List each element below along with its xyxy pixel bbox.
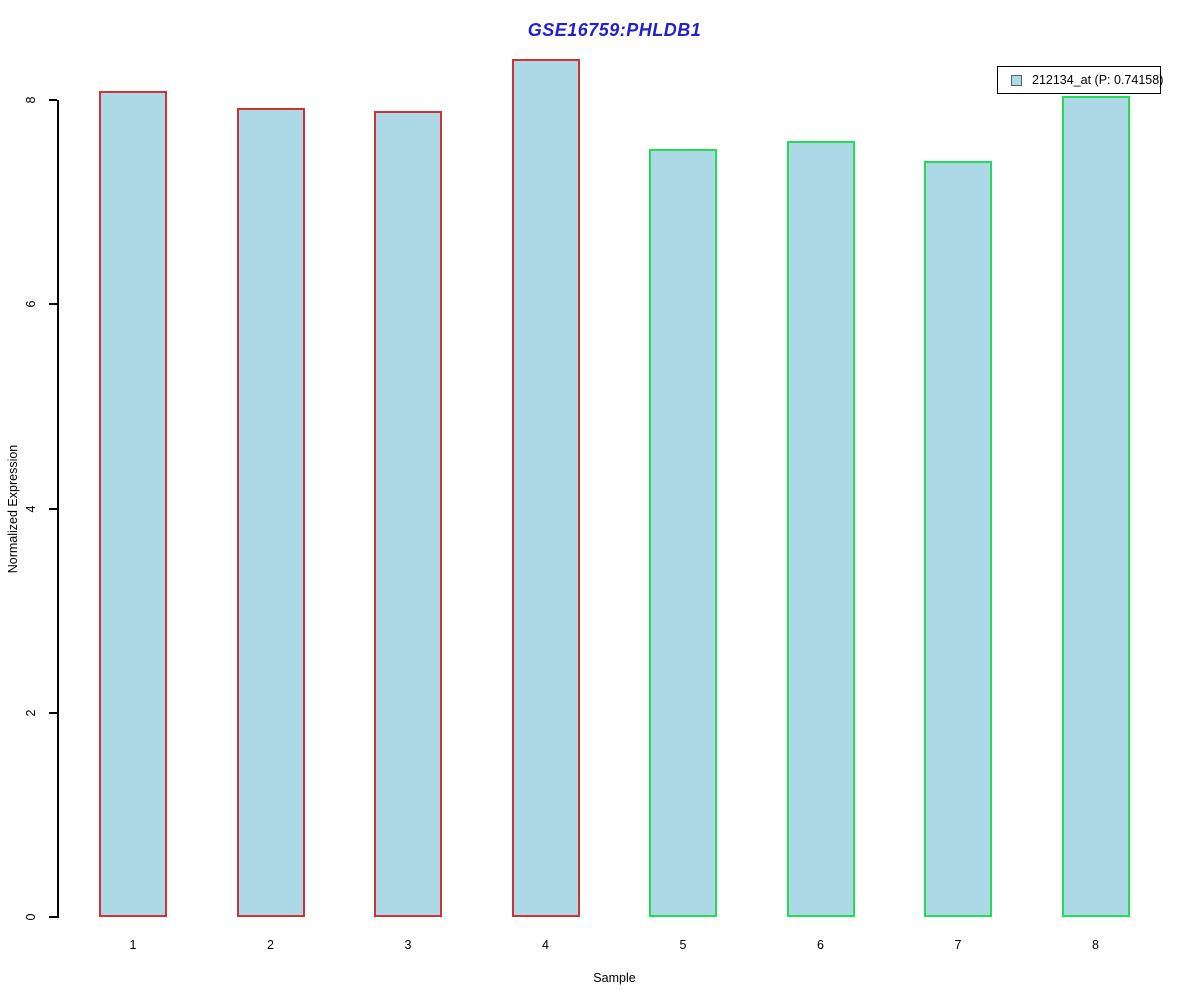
bar-sample-1: [99, 90, 167, 917]
legend-label: 212134_at (P: 0.74158): [1032, 73, 1164, 87]
y-tick-label: 2: [24, 709, 38, 717]
y-tick-label: 6: [24, 300, 38, 308]
legend: 212134_at (P: 0.74158): [997, 66, 1164, 94]
x-tick-label: 5: [679, 938, 687, 952]
y-tick-mark: [49, 507, 57, 510]
y-tick-mark: [49, 99, 57, 101]
y-tick-mark: [49, 711, 57, 714]
bar-sample-5: [649, 149, 717, 917]
x-tick-label: 3: [404, 938, 412, 952]
bar-sample-2: [236, 108, 305, 917]
x-axis-label: Sample: [593, 971, 636, 985]
x-tick-label: 6: [817, 938, 824, 952]
bar-sample-7: [924, 161, 992, 917]
x-tick-label: 7: [954, 938, 962, 952]
legend-swatch: [1011, 74, 1022, 86]
y-axis-line: [57, 100, 59, 918]
bar-sample-6: [786, 140, 855, 917]
bar-sample-3: [374, 111, 442, 917]
y-tick-label: 8: [24, 96, 38, 104]
x-tick-label: 2: [267, 938, 274, 952]
x-tick-label: 4: [542, 938, 549, 952]
bar-sample-8: [1061, 95, 1130, 917]
bar-sample-4: [511, 59, 580, 917]
y-tick-mark: [49, 916, 57, 918]
chart-title: GSE16759:PHLDB1: [527, 20, 702, 40]
x-tick-label: 8: [1092, 938, 1099, 952]
y-tick-mark: [49, 303, 57, 306]
y-tick-label: 4: [24, 505, 38, 512]
y-tick-label: 0: [24, 913, 38, 921]
x-tick-label: 1: [129, 938, 137, 952]
y-axis-label: Normalized Expression: [6, 444, 20, 574]
